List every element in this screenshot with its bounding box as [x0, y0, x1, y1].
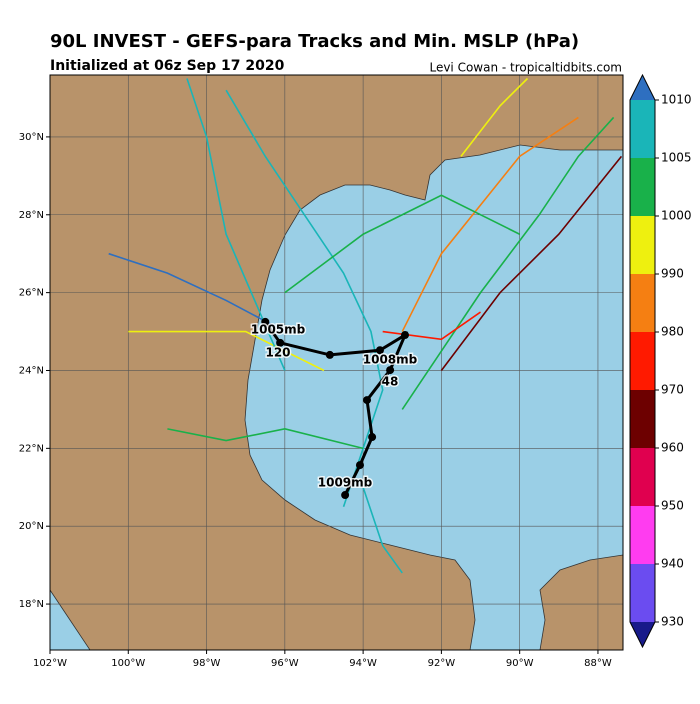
x-tick-label: 100°W	[111, 658, 145, 669]
member-track	[401, 116, 615, 410]
x-tick-label: 88°W	[584, 658, 612, 669]
mean-track-point	[261, 317, 270, 326]
mean-track-point	[363, 396, 372, 405]
track-label: 48	[382, 375, 399, 389]
x-tick-label: 98°W	[193, 658, 221, 669]
colorbar-tick-label: 1005	[661, 151, 692, 165]
mean-track-point	[276, 338, 285, 347]
gulf-water	[244, 144, 623, 650]
colorbar-tick-label: 930	[661, 615, 684, 629]
mean-track-point	[368, 433, 377, 442]
y-tick-label: 24°N	[19, 365, 44, 376]
track-label: 1008mb	[363, 353, 418, 367]
y-tick-label: 20°N	[19, 521, 44, 532]
colorbar-under	[630, 622, 655, 647]
colorbar-tick-label: 990	[661, 267, 684, 281]
colorbar-tick-label: 970	[661, 383, 684, 397]
subtitle: Initialized at 06z Sep 17 2020	[50, 58, 285, 74]
y-tick-label: 22°N	[19, 443, 44, 454]
colorbar-band	[630, 100, 655, 158]
credit: Levi Cowan - tropicaltidbits.com	[429, 61, 622, 75]
member-track	[186, 78, 286, 371]
x-tick-label: 92°W	[428, 658, 456, 669]
x-tick-label: 90°W	[506, 658, 534, 669]
y-tick-label: 26°N	[19, 288, 44, 299]
mean-track-point	[375, 346, 384, 355]
mean-track-labels: 1005mb 120 1008mb 48 1009mb	[249, 321, 419, 491]
colorbar-band	[630, 448, 655, 506]
colorbar-band	[630, 216, 655, 274]
member-track	[128, 330, 325, 372]
colorbar-band	[630, 158, 655, 216]
mean-track-point	[341, 491, 350, 500]
mean-track	[261, 317, 409, 500]
x-tick-label: 94°W	[349, 658, 377, 669]
track-label: 1005mb	[251, 323, 306, 337]
track-label: 120	[265, 346, 290, 360]
colorbar-tick-label: 980	[661, 325, 684, 339]
colorbar-band	[630, 506, 655, 564]
colorbar-tick-label: 940	[661, 557, 684, 571]
colorbar-tick-label: 1000	[661, 209, 692, 223]
map-frame	[49, 74, 624, 651]
y-tick-label: 30°N	[19, 132, 44, 143]
colorbar-band	[630, 274, 655, 332]
mean-track-point	[400, 331, 409, 340]
title: 90L INVEST - GEFS-para Tracks and Min. M…	[50, 31, 579, 52]
member-tracks	[108, 77, 623, 574]
colorbar-band	[630, 332, 655, 390]
colorbar-tick-label: 1010	[661, 93, 692, 107]
x-tick-label: 96°W	[271, 658, 299, 669]
y-tick-label: 18°N	[19, 599, 44, 610]
colorbar-band	[630, 564, 655, 622]
mean-track-line	[264, 320, 409, 496]
member-track	[284, 194, 521, 294]
member-track	[401, 116, 579, 332]
colorbar-over	[630, 75, 655, 100]
track-label: 1009mb	[318, 476, 373, 490]
mean-track-point	[325, 350, 334, 359]
member-track	[225, 89, 384, 507]
member-track	[108, 252, 286, 333]
mean-track-point	[355, 461, 364, 470]
colorbar-tick-label: 950	[661, 499, 684, 513]
member-track	[167, 428, 364, 450]
colorbar-tick-label: 960	[661, 441, 684, 455]
map	[50, 75, 623, 650]
member-track	[440, 155, 623, 371]
colorbar-band	[630, 390, 655, 448]
grid	[50, 75, 623, 650]
x-tick-label: 102°W	[33, 658, 67, 669]
mean-track-point	[386, 366, 395, 375]
y-tick-label: 28°N	[19, 210, 44, 221]
pacific-water	[50, 589, 91, 650]
colorbar: 930 940 950 960 970 980 990 1000 1005 1010	[629, 73, 692, 649]
member-track	[362, 487, 403, 574]
member-track	[460, 77, 529, 157]
